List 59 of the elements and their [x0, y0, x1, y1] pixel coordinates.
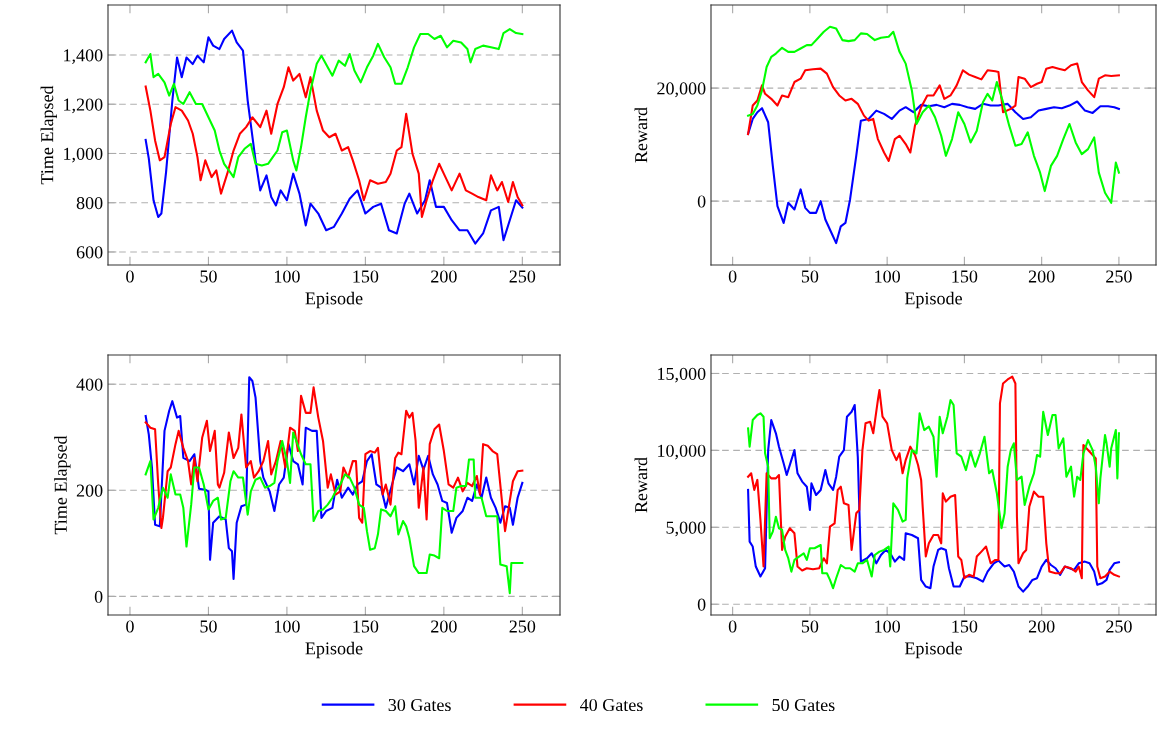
y-tick-label: 1,200 [64, 98, 103, 114]
y-tick-label: 0 [94, 590, 103, 603]
x-tick-label: 250 [509, 620, 536, 633]
y-tick-label: 800 [76, 196, 103, 210]
x-axis-title: Episode [305, 641, 363, 659]
y-tick-label: 200 [76, 484, 103, 497]
y-tick-label: 10,000 [658, 444, 706, 460]
x-tick-label: 200 [1028, 270, 1055, 283]
y-tick-label: 0 [697, 598, 706, 611]
x-tick-label: 200 [1028, 620, 1055, 633]
x-tick-label: 50 [200, 620, 217, 633]
line-series [747, 375, 1120, 580]
line-series [144, 386, 524, 533]
legend-label: 30 Gates [388, 698, 451, 712]
x-tick-label: 50 [801, 270, 819, 283]
x-tick-label: 150 [952, 620, 978, 633]
x-tick-label: 0 [126, 270, 134, 283]
x-axis-title: Episode [305, 291, 363, 309]
x-tick-label: 200 [431, 620, 457, 633]
y-axis-title: Reward [634, 107, 648, 163]
x-tick-label: 50 [200, 270, 217, 283]
x-tick-label: 250 [1106, 620, 1132, 633]
y-tick-label: 5,000 [666, 521, 706, 537]
y-axis-title: Reward [634, 457, 648, 513]
y-axis-title: Time Elapsed [54, 435, 71, 535]
x-tick-label: 100 [875, 270, 900, 283]
x-tick-label: 250 [1106, 270, 1132, 283]
x-tick-label: 150 [353, 270, 379, 283]
x-tick-label: 200 [431, 270, 457, 283]
y-tick-label: 400 [76, 378, 103, 391]
x-tick-label: 0 [126, 620, 134, 633]
x-tick-label: 50 [801, 620, 819, 633]
y-tick-label: 20,000 [657, 82, 706, 98]
y-axis-title: Time Elapsed [40, 85, 57, 185]
y-tick-label: 1,000 [64, 147, 103, 163]
y-tick-label: 1,400 [64, 49, 103, 65]
line-series [747, 62, 1120, 162]
x-tick-label: 0 [728, 620, 737, 633]
line-series [144, 29, 524, 245]
legend-label: 50 Gates [772, 698, 835, 712]
x-tick-label: 0 [728, 270, 737, 283]
x-tick-label: 100 [875, 620, 900, 633]
line-series [144, 431, 524, 595]
line-series [144, 376, 524, 580]
x-tick-label: 250 [509, 270, 536, 283]
x-tick-label: 150 [952, 270, 978, 283]
legend-label: 40 Gates [580, 698, 643, 712]
y-tick-label: 15,000 [658, 367, 706, 383]
line-series [144, 28, 524, 179]
x-axis-title: Episode [904, 291, 962, 309]
x-tick-label: 100 [274, 620, 300, 633]
line-series [747, 25, 1120, 204]
x-axis-title: Episode [904, 641, 962, 659]
line-series [747, 100, 1120, 245]
line-series [144, 66, 524, 219]
y-tick-label: 600 [76, 246, 103, 259]
x-tick-label: 150 [353, 620, 379, 633]
y-tick-label: 0 [697, 195, 706, 208]
x-tick-label: 100 [274, 270, 300, 283]
